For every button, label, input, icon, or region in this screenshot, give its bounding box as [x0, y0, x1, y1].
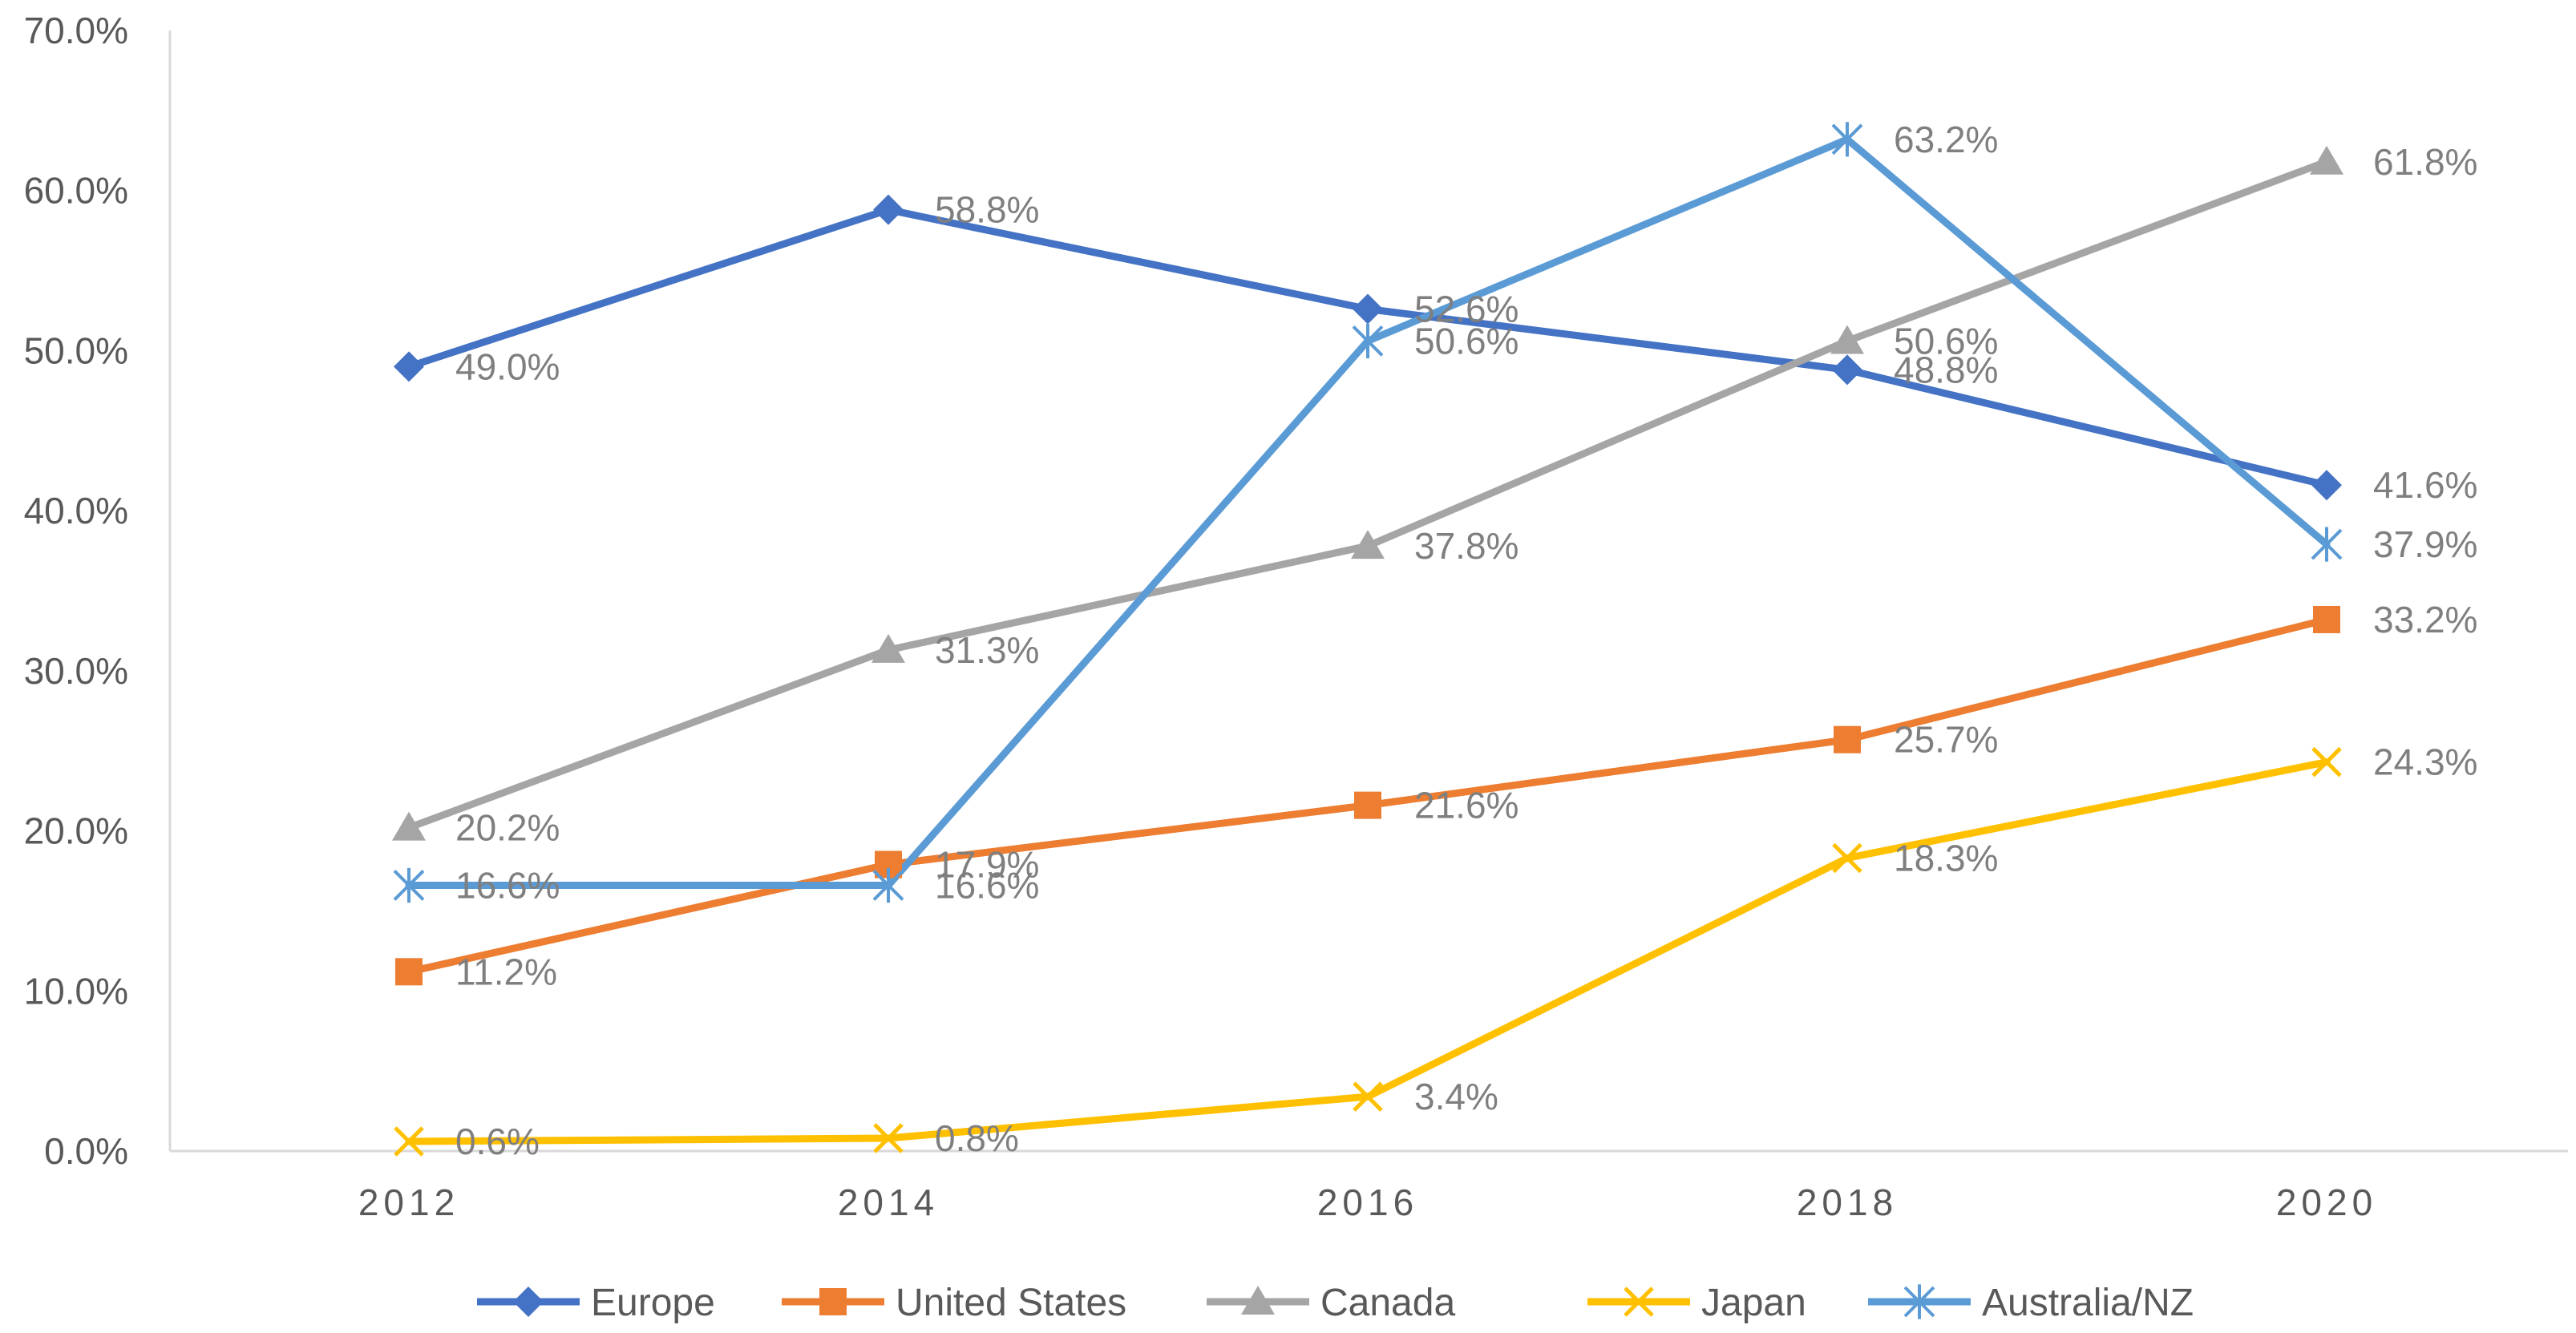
data-label-australia-nz: 37.9% [2373, 523, 2477, 565]
data-point-canada [1830, 325, 1864, 354]
data-label-canada: 61.8% [2373, 141, 2477, 183]
y-tick-label: 20.0% [24, 810, 128, 852]
data-label-australia-nz: 16.6% [455, 864, 560, 906]
axes [168, 30, 2568, 1153]
x-tick-label: 2012 [358, 1182, 459, 1223]
legend-item-japan: Japan [1587, 1282, 1806, 1324]
data-point-europe [873, 194, 904, 225]
series-line-australia-nz [405, 135, 2331, 889]
series-lines [405, 135, 2331, 1145]
data-point-united-states [1834, 725, 1861, 753]
x-axis-ticks: 2012 2014 2016 2018 2020 [358, 1182, 2377, 1223]
data-label-united-states: 25.7% [1894, 719, 1998, 761]
x-tick-label: 2020 [2276, 1182, 2377, 1223]
y-axis-ticks: 0.0% 10.0% 20.0% 30.0% 40.0% 50.0% 60.0% 70.0% [24, 10, 128, 1172]
data-label-canada: 31.3% [935, 629, 1039, 671]
data-label-australia-nz: 16.6% [935, 864, 1039, 906]
legend-marker [1903, 1284, 1935, 1319]
data-point-canada [392, 811, 426, 841]
y-tick-label: 40.0% [24, 490, 128, 531]
data-label-canada: 37.8% [1414, 525, 1519, 567]
data-label-united-states: 33.2% [2373, 599, 2477, 640]
y-tick-label: 70.0% [24, 10, 128, 51]
y-tick-label: 30.0% [24, 650, 128, 692]
data-point-europe [1832, 354, 1862, 386]
y-tick-label: 50.0% [24, 329, 128, 371]
data-point-australia-nz [1352, 323, 1384, 359]
x-tick-label: 2016 [1317, 1182, 1418, 1223]
data-point-united-states [2313, 605, 2340, 633]
data-point-japan [2311, 746, 2342, 778]
data-point-united-states [395, 958, 423, 986]
data-label-united-states: 17.9% [935, 844, 1039, 886]
data-point-europe [2311, 470, 2342, 501]
y-tick-label: 60.0% [24, 170, 128, 212]
data-point-australia-nz [393, 867, 425, 903]
data-label-japan: 3.4% [1414, 1076, 1498, 1117]
legend: Europe United States Canada Japan Australia/… [477, 1282, 2194, 1324]
x-tick-label: 2014 [838, 1182, 939, 1223]
series-line-japan [405, 758, 2331, 1145]
data-label-europe: 41.6% [2373, 464, 2477, 506]
legend-label: Japan [1701, 1282, 1806, 1324]
data-label-australia-nz: 50.6% [1414, 320, 1519, 362]
data-label-united-states: 11.2% [455, 951, 557, 992]
data-label-japan: 18.3% [1894, 838, 1998, 879]
data-point-canada [1351, 530, 1385, 559]
data-label-united-states: 21.6% [1414, 785, 1519, 826]
data-label-europe: 49.0% [455, 345, 560, 387]
legend-label: Australia/NZ [1982, 1282, 2194, 1324]
y-tick-label: 0.0% [44, 1130, 128, 1172]
series-line-canada [405, 158, 2331, 832]
data-point-japan [873, 1123, 904, 1153]
data-point-australia-nz [1831, 122, 1863, 157]
data-label-europe: 48.8% [1894, 349, 1998, 390]
data-label-japan: 0.8% [935, 1117, 1019, 1159]
legend-item-united-states: United States [782, 1282, 1126, 1324]
series-markers [392, 122, 2343, 1157]
data-point-australia-nz [2311, 527, 2343, 562]
legend-label: United States [896, 1282, 1126, 1324]
data-point-united-states [1354, 791, 1381, 819]
data-label-canada: 50.6% [1894, 320, 1998, 362]
legend-item-europe: Europe [477, 1282, 715, 1324]
data-point-japan [1832, 842, 1862, 874]
data-point-europe [394, 351, 424, 382]
data-label-canada: 20.2% [455, 807, 560, 849]
data-point-canada [871, 633, 905, 663]
legend-marker [819, 1288, 847, 1315]
data-point-europe [1353, 293, 1383, 325]
data-point-canada [2310, 145, 2343, 175]
legend-item-australia-nz: Australia/NZ [1868, 1282, 2194, 1324]
data-point-australia-nz [872, 867, 904, 903]
legend-label: Europe [591, 1282, 715, 1324]
data-labels: 49.0% 58.8% 52.6% 48.8% 41.6% 11.2% 17.9% 21.6%… [455, 119, 2477, 1162]
data-point-japan [394, 1126, 424, 1157]
data-label-australia-nz: 63.2% [1894, 119, 1998, 160]
x-tick-label: 2018 [1797, 1182, 1898, 1223]
legend-marker [1241, 1286, 1275, 1315]
legend-marker [513, 1287, 544, 1317]
data-point-japan [1353, 1081, 1383, 1112]
data-label-europe: 52.6% [1414, 289, 1519, 330]
legend-marker [1624, 1287, 1654, 1317]
data-label-japan: 0.6% [455, 1121, 540, 1162]
data-label-europe: 58.8% [935, 189, 1039, 231]
data-label-japan: 24.3% [2373, 741, 2477, 783]
legend-item-canada: Canada [1207, 1282, 1455, 1324]
legend-label: Canada [1320, 1282, 1455, 1324]
y-tick-label: 10.0% [24, 970, 128, 1012]
